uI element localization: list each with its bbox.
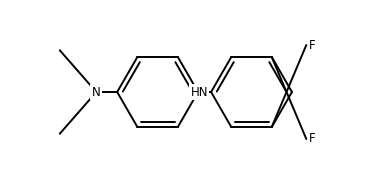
Text: F: F bbox=[309, 132, 316, 146]
Text: HN: HN bbox=[191, 86, 208, 98]
Text: F: F bbox=[309, 38, 316, 52]
Text: N: N bbox=[92, 86, 101, 98]
